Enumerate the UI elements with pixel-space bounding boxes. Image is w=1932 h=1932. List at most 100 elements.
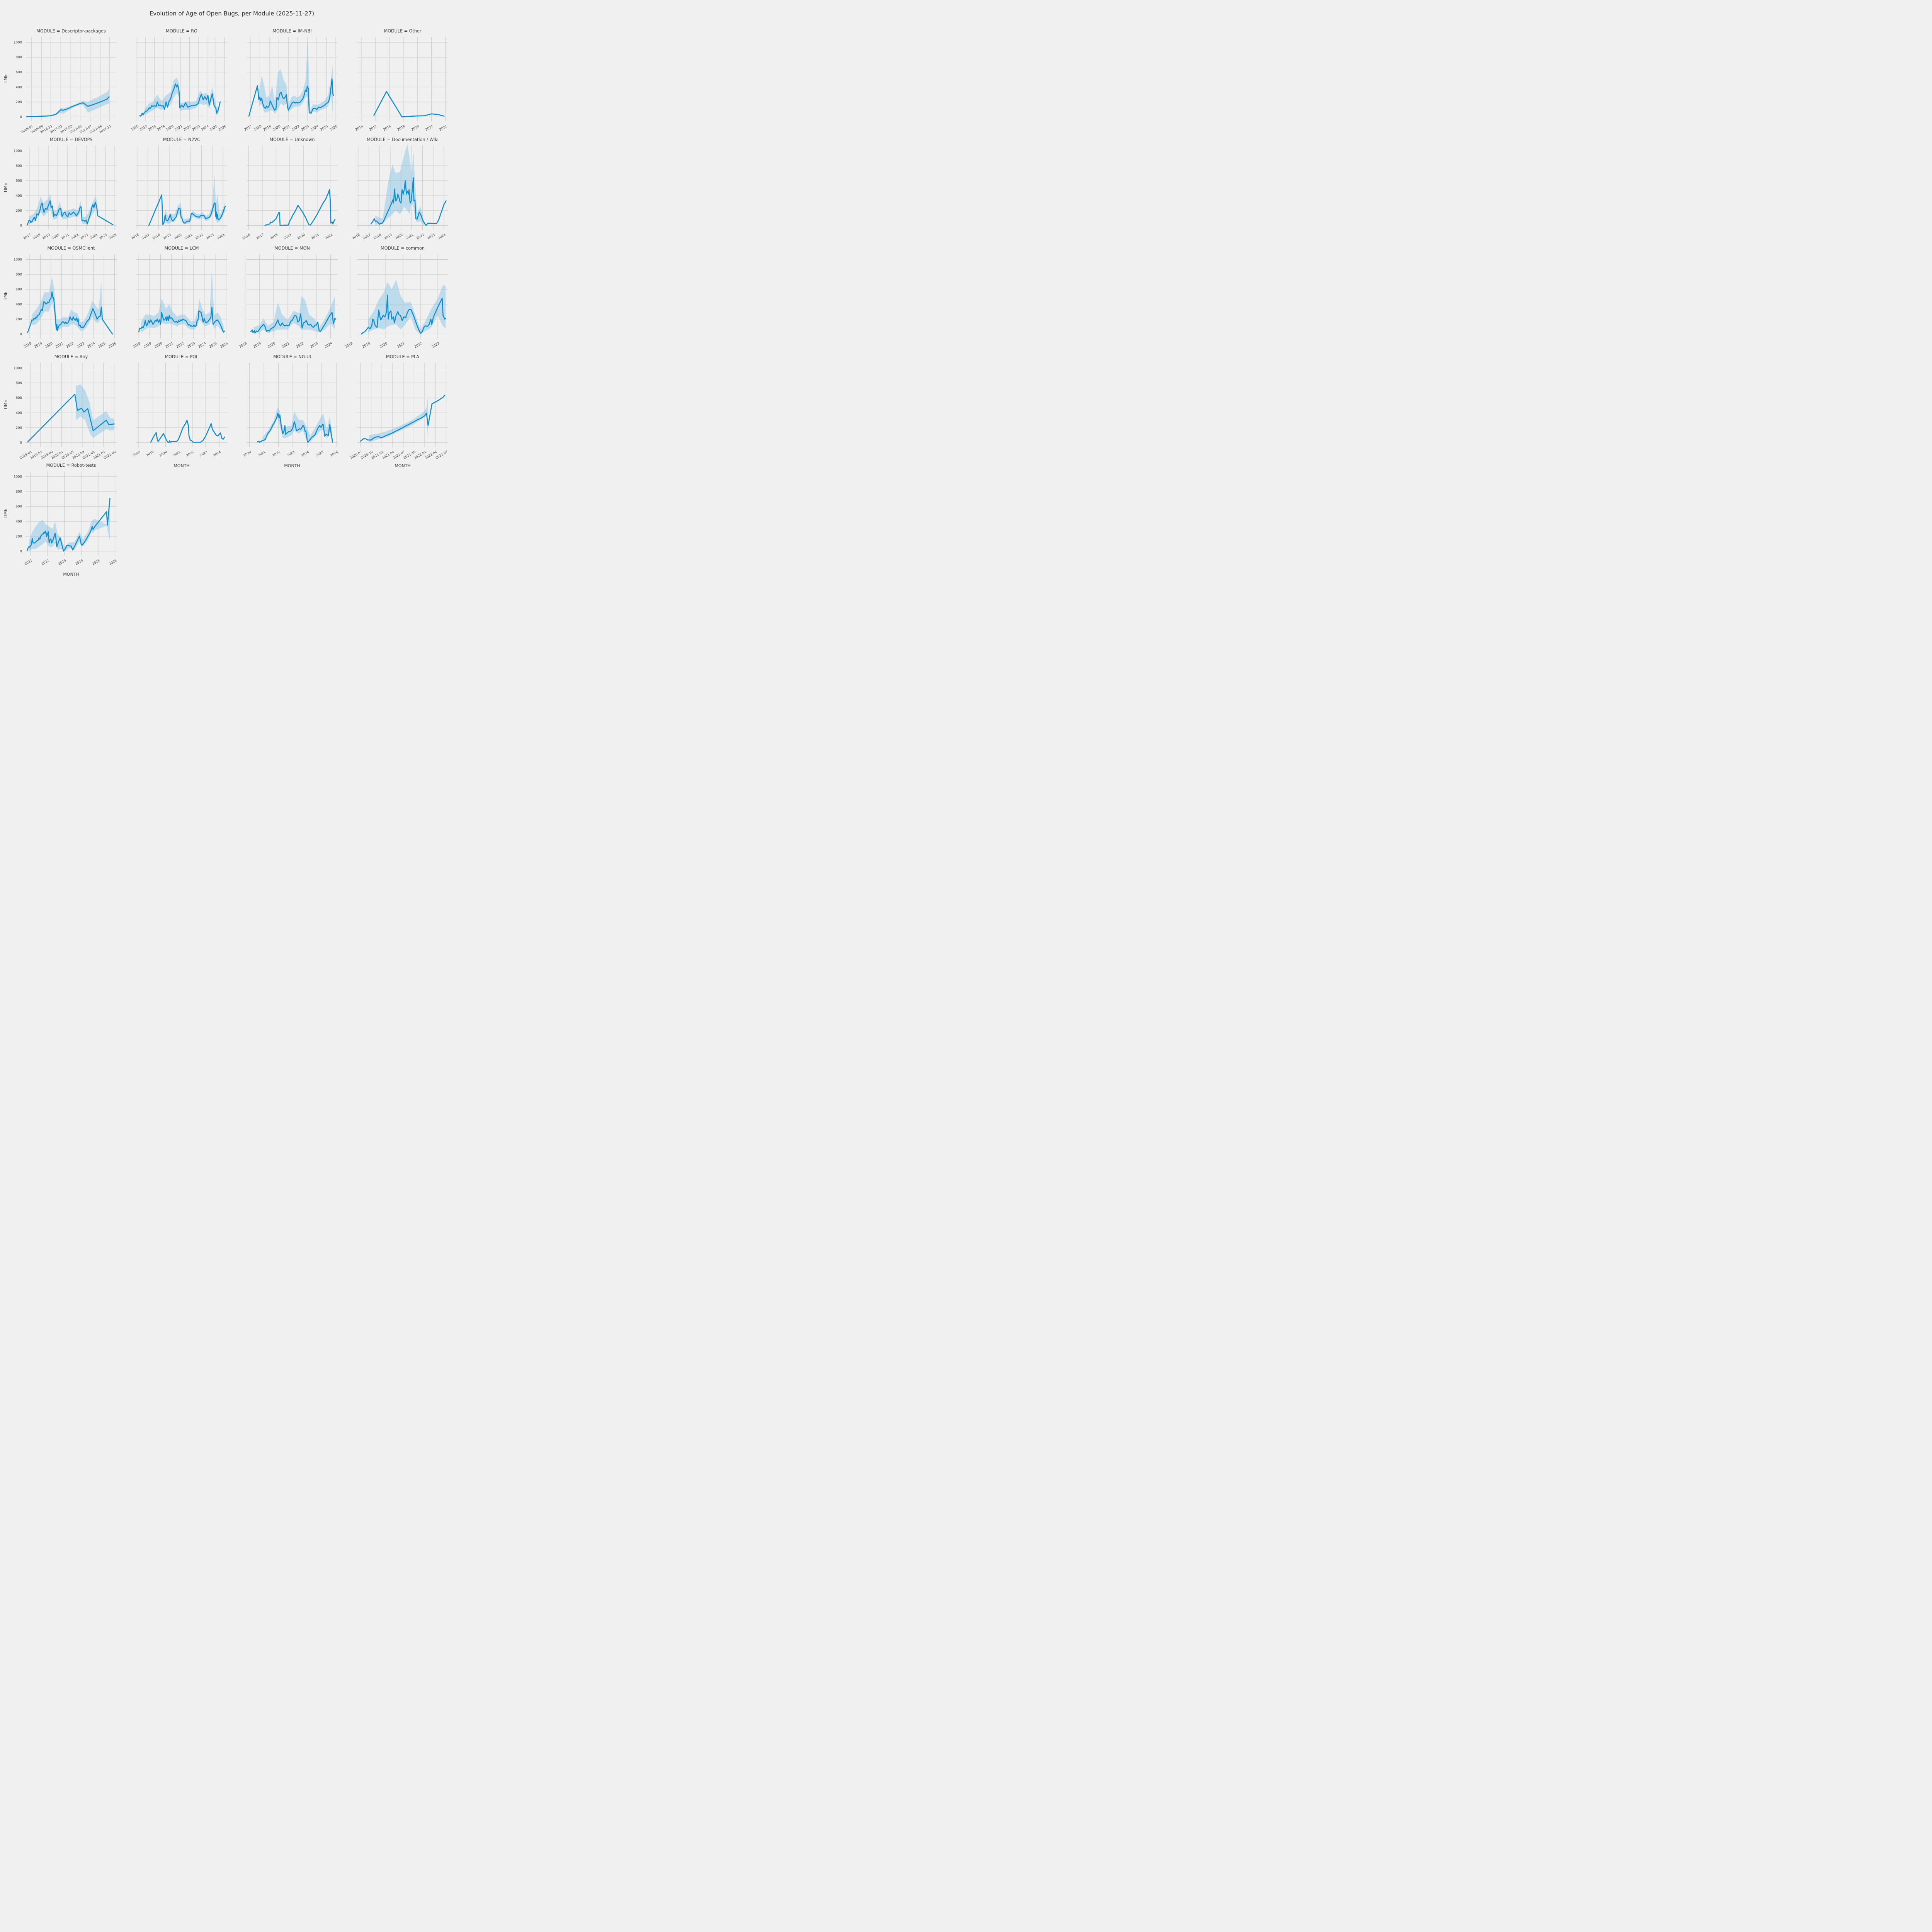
x-tick-label: 2019	[362, 341, 371, 349]
x-tick-label: 2020	[267, 341, 276, 349]
x-tick-label: 2019	[283, 233, 292, 240]
y-tick-label: 1000	[14, 41, 22, 45]
x-tick-label: 2016	[351, 233, 360, 240]
x-tick-label: 2019	[42, 233, 51, 240]
trend-line	[250, 312, 336, 333]
x-tick-label: 2021	[24, 558, 33, 566]
x-tick-label: 2025	[209, 124, 218, 131]
y-tick-label: 400	[16, 85, 22, 89]
y-tick-label: 0	[20, 224, 22, 228]
y-axis-label: TIME	[3, 74, 8, 84]
trend-line	[148, 194, 226, 226]
page-title: Evolution of Age of Open Bugs, per Modul…	[149, 10, 315, 17]
facet-title: MODULE = Robot-tests	[46, 463, 96, 468]
y-axis-label: TIME	[3, 183, 8, 193]
trend-line	[27, 291, 113, 335]
gridlines	[26, 363, 117, 447]
x-tick-label: 2019	[253, 341, 262, 349]
trend-line	[139, 83, 221, 117]
facet-title: MODULE = MON	[274, 246, 310, 251]
trend-line	[257, 413, 333, 443]
subplot-PLA: MODULE = PLA2020-072020-102021-012021-04…	[349, 354, 449, 468]
x-tick-label: 2023	[427, 233, 435, 240]
facet-title: MODULE = N2VC	[163, 137, 200, 142]
y-tick-label: 600	[16, 505, 22, 509]
x-tick-label: 2022	[295, 341, 304, 349]
subplot-Other: MODULE = Other 2016 2017 2018 2019 2020 2021 20…	[354, 29, 448, 131]
x-tick-label: 2023	[80, 233, 88, 240]
facet-title: MODULE = IM-NBI	[272, 29, 311, 34]
x-tick-label: 2023	[310, 341, 318, 349]
x-tick-label: 2017	[255, 233, 264, 240]
gridlines	[26, 254, 117, 338]
y-tick-label: 1000	[14, 475, 22, 479]
x-tick-label: 2019	[263, 124, 272, 131]
subplot-POL: MODULE = POL 2018 2019 2020 2021 2022 2023 2024…	[132, 354, 227, 468]
x-tick-label: 2024	[310, 124, 319, 131]
y-tick-label: 400	[16, 520, 22, 524]
y-tick-label: 1000	[14, 258, 22, 262]
x-tick-label: 2020	[272, 124, 281, 131]
x-tick-label: 2018	[152, 233, 161, 240]
x-tick-label: 2025	[97, 341, 106, 349]
facet-title: MODULE = LCM	[165, 246, 199, 251]
confidence-band	[76, 384, 114, 438]
x-axis-label: MONTH	[395, 463, 410, 468]
trend-line	[361, 294, 446, 335]
x-tick-label: 2018	[383, 124, 391, 131]
x-tick-label: 2021	[281, 341, 290, 349]
charts-grid: MODULE = Descriptor-packages 2016-07 2016-…	[0, 0, 464, 580]
x-tick-label: 2021	[257, 450, 266, 457]
y-axis-label: TIME	[3, 509, 8, 519]
x-tick-label: 2022	[272, 450, 281, 457]
facet-title: MODULE = POL	[165, 354, 199, 359]
x-tick-label: 2022	[176, 341, 185, 349]
y-tick-label: 200	[16, 100, 22, 104]
confidence-band	[368, 279, 446, 334]
trend-line	[370, 177, 447, 226]
x-tick-label: 2020	[394, 233, 403, 240]
x-tick-label: 2020	[243, 450, 252, 457]
x-tick-label: 2019	[163, 233, 172, 240]
x-tick-label: 2020	[411, 124, 420, 131]
x-tick-label: 2018	[148, 124, 156, 131]
y-tick-label: 400	[16, 194, 22, 198]
gridlines	[357, 146, 448, 230]
y-tick-label: 1000	[14, 150, 22, 153]
x-tick-label: 2020	[51, 233, 60, 240]
x-tick-label: 2021	[184, 233, 193, 240]
trend-line	[264, 189, 336, 226]
x-tick-label: 2018	[344, 341, 353, 349]
gridlines	[26, 471, 117, 556]
x-tick-label: 2023	[431, 341, 440, 349]
x-tick-label: 2019	[156, 124, 165, 131]
x-tick-label: 2019	[143, 341, 152, 349]
confidence-band	[32, 277, 102, 332]
y-tick-label: 200	[16, 209, 22, 213]
confidence-band	[375, 144, 424, 226]
gridlines	[357, 363, 448, 447]
facet-title: MODULE = OSMClient	[48, 246, 95, 251]
x-tick-label: 2016	[242, 233, 251, 240]
y-axis-label: TIME	[3, 400, 8, 410]
y-tick-label: 200	[16, 426, 22, 430]
confidence-band	[29, 498, 110, 551]
trend-line	[150, 420, 225, 443]
x-tick-label: 2018	[132, 450, 141, 457]
x-tick-label: 2018	[373, 233, 382, 240]
y-tick-label: 800	[16, 273, 22, 277]
facet-title: MODULE = Other	[384, 29, 422, 34]
x-tick-label: 2022	[416, 233, 425, 240]
x-tick-label: 2017	[141, 233, 150, 240]
x-tick-label: 2021	[282, 124, 291, 131]
facet-title: MODULE = PLA	[386, 354, 419, 359]
x-tick-label: 2023	[286, 450, 295, 457]
facet-title: MODULE = DEVOPS	[50, 137, 93, 142]
trend-line	[26, 96, 110, 117]
x-tick-label: 2023	[76, 341, 85, 349]
x-tick-label: 2021	[405, 233, 414, 240]
x-tick-label: 2021	[55, 341, 64, 349]
x-tick-label: 2024	[197, 341, 206, 349]
x-tick-label: 2022	[195, 233, 204, 240]
